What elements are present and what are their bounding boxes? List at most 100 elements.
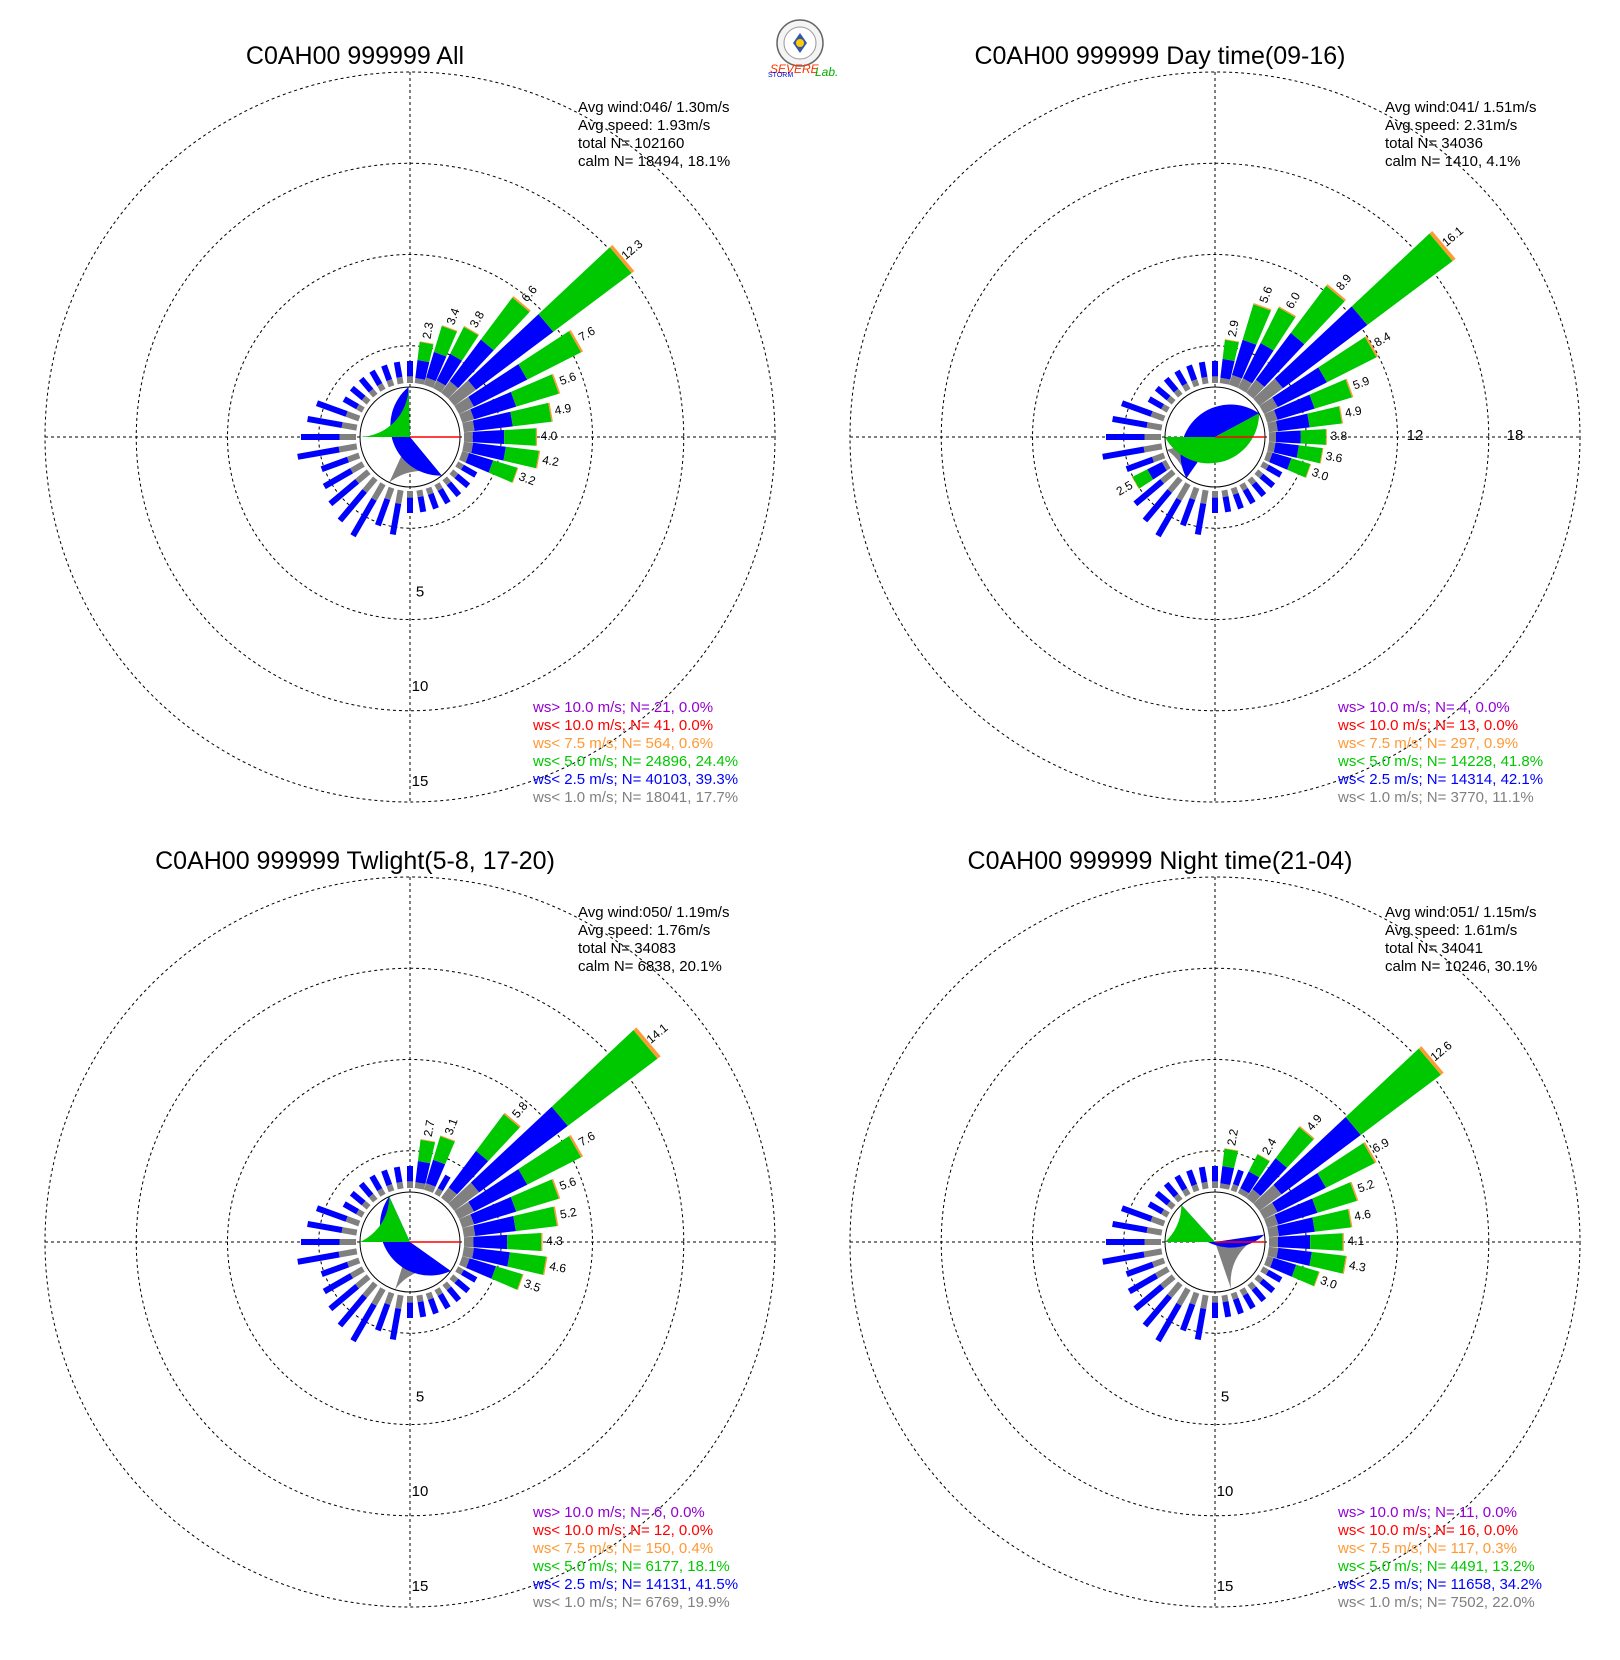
petal-segment-10: [1224, 1148, 1239, 1152]
minor-petal: [361, 395, 371, 405]
minor-petal: [1166, 1200, 1176, 1210]
petal-segment-80: [1307, 406, 1342, 428]
summary-line-4: calm N= 1410, 4.1%: [1385, 153, 1521, 170]
petal-segment-110: [1313, 1271, 1320, 1287]
petal-segment-90: [473, 1234, 508, 1250]
petal-segment-40: [1246, 379, 1265, 399]
petal-segment-90: [472, 430, 505, 444]
petal-segment-80: [553, 1206, 559, 1227]
minor-petal: [1230, 1291, 1239, 1300]
petal-segment-100: [472, 1247, 510, 1267]
minor-petal: [454, 473, 471, 489]
petal-segment-10: [1220, 358, 1235, 380]
minor-petal: [460, 464, 478, 478]
petal-segment-60: [454, 1201, 475, 1220]
summary-line-1: Avg wind:051/ 1.15m/s: [1385, 904, 1536, 921]
minor-petal: [1259, 473, 1276, 489]
minor-petal: [307, 415, 343, 428]
minor-petal: [1142, 1294, 1172, 1328]
minor-petal: [1125, 1261, 1155, 1277]
petal-label: 7.6: [576, 324, 598, 345]
petal-label: 2.5: [1114, 478, 1136, 499]
legend-entry-lt25: ws< 2.5 m/s; N= 14131, 41.5%: [532, 1576, 738, 1593]
petal-segment-50: [448, 380, 477, 406]
minor-petal: [1174, 369, 1188, 387]
petal-segment-60: [1363, 1141, 1377, 1164]
minor-petal: [1242, 1292, 1256, 1310]
petal-segment-110: [512, 467, 519, 483]
minor-petal: [417, 496, 427, 513]
petal-segment-10: [415, 1161, 431, 1184]
petal-segment-80: [1312, 1209, 1352, 1232]
petal-segment-90: [535, 428, 537, 446]
minor-petal: [1230, 486, 1239, 495]
petal-segment-20: [441, 325, 458, 332]
petal-segment-110: [465, 453, 494, 473]
petal-segment-80: [473, 1216, 516, 1236]
petal-segment-60: [468, 1169, 528, 1212]
minor-petal: [1265, 1269, 1283, 1283]
petal-segment-20: [433, 1136, 455, 1165]
petal-segment-60: [1317, 1142, 1375, 1188]
minor-petal: [393, 361, 403, 378]
minor-petal: [1232, 1297, 1244, 1315]
summary-line-4: calm N= 18494, 18.1%: [578, 153, 730, 170]
minor-petal: [437, 487, 451, 505]
minor-petal: [1143, 1248, 1163, 1258]
minor-petal: [1221, 1294, 1229, 1303]
minor-petal: [425, 1291, 434, 1300]
calm-pie-wedge: [390, 387, 442, 476]
summary-line-2: Avg speed: 1.61m/s: [1385, 922, 1517, 939]
petal-segment-10: [417, 1139, 436, 1164]
minor-petal: [338, 443, 358, 453]
minor-petal: [442, 476, 452, 486]
petal-segment-60: [1272, 1172, 1327, 1213]
petal-segment-20: [426, 351, 447, 382]
legend-entry-gt10: ws> 10.0 m/s; N= 11, 0.0%: [1337, 1504, 1517, 1521]
minor-petal: [1251, 481, 1267, 498]
petal-segment-10: [415, 360, 430, 380]
petal-segment-20: [433, 326, 457, 357]
minor-petal: [1154, 385, 1171, 401]
minor-petal: [371, 1287, 386, 1306]
petal-label: 5.6: [558, 1174, 579, 1193]
petal-label: 3.5: [522, 1276, 543, 1295]
petal-segment-80: [548, 402, 553, 422]
petal-label: 2.9: [1225, 319, 1242, 338]
petal-segment-10: [417, 341, 434, 363]
petal-label: 4.9: [553, 401, 572, 418]
petal-segment-80: [1347, 1208, 1353, 1228]
petal-label: 3.0: [1319, 1273, 1340, 1292]
minor-petal: [1102, 446, 1145, 460]
minor-petal: [362, 1281, 378, 1298]
petal-segment-30: [1257, 1153, 1271, 1162]
minor-petal: [434, 1188, 443, 1197]
calm-pie-wedge: [1215, 1234, 1265, 1290]
minor-petal: [1161, 1209, 1170, 1218]
summary-line-1: Avg wind:050/ 1.19m/s: [578, 904, 729, 921]
minor-petal: [386, 1184, 395, 1193]
minor-petal: [1194, 502, 1207, 536]
petal-segment-10: [420, 1138, 436, 1143]
minor-petal: [1200, 489, 1209, 504]
chart-title: C0AH00 999999 All: [246, 42, 464, 70]
chart-title: C0AH00 999999 Day time(09-16): [974, 42, 1345, 70]
minor-petal: [446, 1286, 462, 1303]
petal-segment-30: [1237, 378, 1253, 393]
legend-entry-lt75: ws< 7.5 m/s; N= 564, 0.6%: [532, 735, 713, 752]
petal-segment-50: [609, 244, 635, 274]
petal-segment-70: [470, 1196, 517, 1225]
petal-segment-10: [1220, 1166, 1235, 1185]
petal-segment-10: [1224, 339, 1240, 343]
petal-label: 6.9: [1370, 1135, 1392, 1156]
minor-petal: [417, 1301, 427, 1318]
minor-petal: [442, 1281, 452, 1291]
minor-petal: [395, 1294, 404, 1309]
minor-petal: [1147, 1201, 1165, 1215]
minor-petal: [345, 1216, 361, 1227]
petal-segment-70: [1309, 379, 1353, 409]
petal-segment-10: [419, 341, 434, 345]
petal-segment-240: [1161, 459, 1171, 471]
petal-segment-30: [436, 353, 463, 386]
petal-segment-10: [1219, 377, 1231, 385]
